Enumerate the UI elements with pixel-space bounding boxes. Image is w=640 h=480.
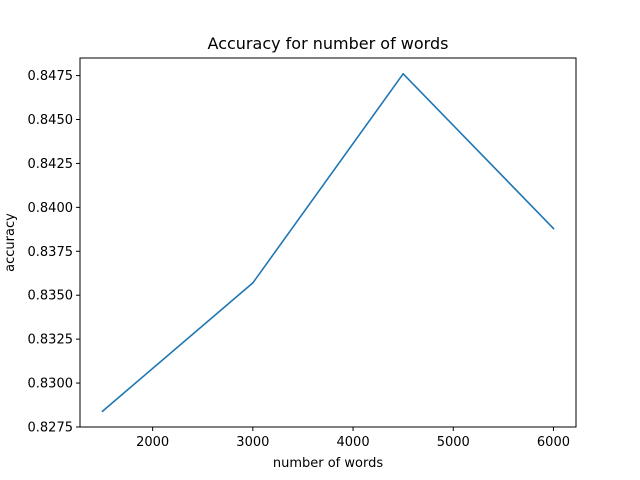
y-tick-label: 0.8400 — [28, 201, 74, 216]
data-point — [552, 227, 555, 230]
y-tick-label: 0.8475 — [28, 69, 74, 84]
x-axis-label: number of words — [273, 456, 383, 471]
y-tick-label: 0.8300 — [28, 377, 74, 392]
y-tick-label: 0.8350 — [28, 289, 74, 304]
x-tick-label: 2000 — [136, 435, 169, 450]
x-tick-label: 3000 — [236, 435, 269, 450]
chart-title: Accuracy for number of words — [208, 34, 449, 53]
y-tick-label: 0.8275 — [28, 421, 74, 436]
x-tick-label: 5000 — [437, 435, 470, 450]
y-axis-ticks: 0.8275 0.8300 0.8325 0.8350 0.8375 0.8400 0.84… — [28, 69, 80, 436]
series-layer — [101, 73, 555, 413]
y-tick-label: 0.8375 — [28, 245, 74, 260]
data-point — [252, 282, 254, 284]
data-point — [101, 410, 104, 412]
series-line — [101, 73, 555, 413]
y-tick-label: 0.8425 — [28, 157, 74, 172]
x-axis-ticks: 2000 3000 4000 5000 6000 — [136, 427, 570, 450]
y-tick-label: 0.8450 — [28, 113, 74, 128]
axes-frame — [79, 57, 577, 428]
y-tick-label: 0.8325 — [28, 333, 74, 348]
y-axis-label: accuracy — [3, 213, 18, 272]
data-point — [402, 73, 404, 75]
x-tick-label: 4000 — [337, 435, 370, 450]
x-tick-label: 6000 — [537, 435, 570, 450]
